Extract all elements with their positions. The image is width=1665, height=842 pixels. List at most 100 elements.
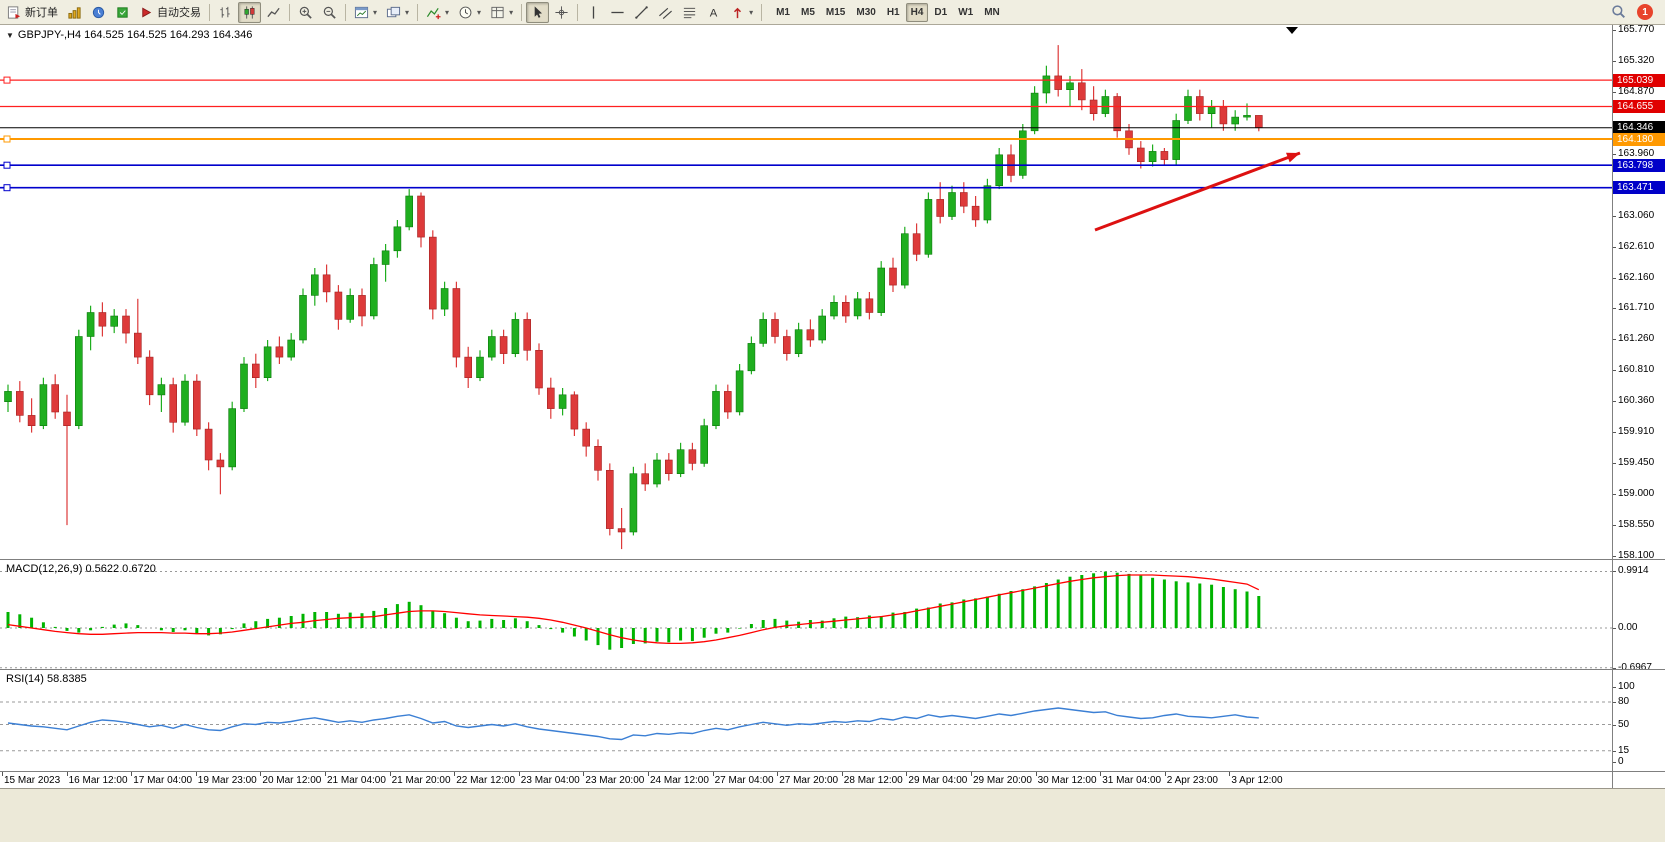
timeframe-m1[interactable]: M1	[771, 3, 795, 22]
crosshair-button[interactable]	[550, 2, 573, 23]
timeframe-m5[interactable]: M5	[796, 3, 820, 22]
timeframe-mn[interactable]: MN	[979, 3, 1005, 22]
line-chart-button[interactable]	[262, 2, 285, 23]
panel-separator-rsi[interactable]	[0, 669, 1665, 670]
text-button[interactable]: A	[702, 2, 725, 23]
time-axis-tick	[648, 772, 649, 776]
candlestick-chart-button[interactable]	[238, 1, 261, 23]
time-axis-tick	[66, 772, 68, 776]
price-axis[interactable]: 165.770 165.320 164.870 163.960 163.060 162.6…	[1612, 24, 1665, 788]
cursor-button[interactable]	[526, 1, 550, 23]
time-axis[interactable]: 15 Mar 2023 16 Mar 12:00 17 Mar 04:00 19 Ma…	[0, 772, 1612, 788]
time-axis-label: 29 Mar 20:00	[973, 775, 1032, 786]
periods-button[interactable]: ▾	[454, 2, 485, 23]
charts-icon	[68, 6, 81, 19]
panel-separator-macd[interactable]	[0, 559, 1665, 560]
horizontal-line-button[interactable]	[606, 2, 629, 23]
time-axis-tick	[2, 772, 3, 776]
timeframe-m15[interactable]: M15	[821, 3, 850, 22]
time-axis-label: 27 Mar 20:00	[779, 775, 839, 786]
profiles-button[interactable]: ▾	[382, 2, 413, 23]
cursor-icon	[534, 5, 543, 18]
price-axis-label: 160.360	[1618, 395, 1655, 406]
time-axis-tick	[777, 772, 779, 776]
time-axis-label: 28 Mar 12:00	[843, 775, 903, 786]
price-axis-label: 163.960	[1618, 148, 1655, 160]
crosshair-icon	[555, 5, 568, 19]
dropdown-caret-icon[interactable]: ▾	[477, 7, 482, 17]
axis-tick	[1613, 30, 1616, 31]
time-axis-label: 22 Mar 12:00	[456, 775, 516, 786]
dropdown-caret-icon[interactable]: ▾	[373, 7, 378, 17]
notification-badge[interactable]: 1	[1637, 4, 1653, 20]
vertical-line-button[interactable]	[582, 2, 605, 23]
time-axis-label: 15 Mar 2023	[4, 775, 61, 786]
price-axis-label: 162.160	[1618, 271, 1655, 283]
price-axis-label: 158.550	[1618, 519, 1655, 531]
toolbar-separator	[209, 3, 210, 21]
arrows-button[interactable]: ▾	[726, 2, 757, 23]
time-axis-tick	[1100, 772, 1102, 776]
price-axis-label: 163.060	[1618, 209, 1655, 221]
new-order-button[interactable]: 新订单	[3, 2, 62, 23]
time-axis-tick	[195, 772, 197, 776]
charts-button[interactable]	[63, 2, 86, 23]
timeframe-h4[interactable]: H4	[905, 2, 929, 22]
main-chart-background	[0, 25, 1612, 788]
time-axis-label: 23 Mar 20:00	[585, 775, 645, 786]
zoom-out-button[interactable]	[318, 2, 341, 23]
rsi-label: RSI(14) 58.8385	[6, 673, 87, 685]
channel-icon	[659, 7, 673, 19]
clock-icon	[459, 6, 472, 18]
bar-chart-button[interactable]	[214, 2, 237, 23]
dropdown-caret-icon[interactable]: ▾	[749, 7, 754, 17]
timeframe-m30[interactable]: M30	[851, 3, 880, 22]
vertical-line-icon	[592, 5, 595, 19]
time-axis-label: 30 Mar 12:00	[1037, 775, 1097, 786]
zoom-in-icon	[299, 6, 312, 19]
profiles-icon	[386, 6, 401, 17]
axis-tick	[1613, 246, 1616, 248]
time-axis-tick	[389, 772, 391, 776]
horizontal-line-icon	[611, 11, 624, 13]
new-chart-button[interactable]: ▾	[350, 2, 381, 23]
new-chart-icon	[354, 6, 369, 18]
axis-tick	[1613, 667, 1616, 669]
macd-label: MACD(12,26,9) 0.5622 0.6720	[6, 563, 156, 575]
autotrading-button[interactable]: 自动交易	[135, 2, 205, 23]
time-axis-tick	[1164, 772, 1166, 776]
axis-tick	[1613, 215, 1616, 217]
time-axis-tick	[841, 772, 843, 776]
timeframe-d1[interactable]: D1	[929, 3, 952, 22]
templates-button[interactable]: ▾	[486, 2, 517, 23]
axis-tick	[1613, 762, 1616, 763]
search-icon[interactable]	[1611, 4, 1628, 21]
timeframe-w1[interactable]: W1	[953, 3, 978, 22]
indicators-icon	[426, 7, 441, 19]
time-axis-tick	[518, 772, 520, 776]
dropdown-caret-icon[interactable]: ▾	[509, 7, 514, 17]
price-marker-163.798: 163.798	[1613, 158, 1665, 172]
indicators-button[interactable]: ▾	[422, 2, 453, 23]
price-axis-label: 161.260	[1618, 333, 1655, 345]
time-axis-label: 2 Apr 23:00	[1166, 775, 1218, 786]
fibonacci-button[interactable]	[678, 2, 701, 23]
time-axis-label: 20 Mar 12:00	[262, 775, 322, 786]
axis-tick	[1613, 702, 1616, 703]
time-axis-tick	[454, 772, 456, 776]
autotrading-icon	[142, 6, 152, 18]
channel-button[interactable]	[654, 2, 677, 23]
trendline-button[interactable]	[630, 2, 653, 23]
dropdown-caret-icon[interactable]: ▾	[405, 7, 410, 17]
chart-menu-icon[interactable]: ▼	[6, 30, 14, 40]
strategy-tester-button[interactable]	[87, 2, 110, 23]
candlestick-icon	[244, 5, 255, 19]
zoom-in-button[interactable]	[294, 2, 317, 23]
timeframe-h1[interactable]: H1	[882, 3, 905, 22]
toolbar-separator	[417, 3, 419, 21]
dropdown-caret-icon[interactable]: ▾	[445, 7, 450, 17]
bottom-strip	[0, 788, 1665, 842]
toolbar-right-group: 1	[1611, 4, 1662, 21]
metaeditor-button[interactable]	[111, 2, 134, 23]
